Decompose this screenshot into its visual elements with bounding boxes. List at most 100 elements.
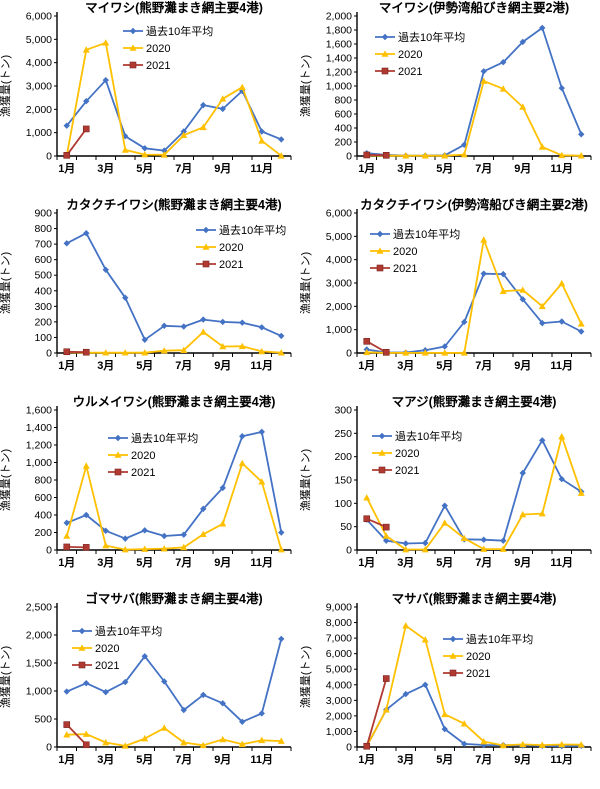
y-tick-label: 2,000 (326, 710, 352, 722)
data-point-marker (500, 537, 507, 544)
data-point-marker (499, 545, 507, 552)
data-point-marker (422, 539, 429, 547)
legend-marker (449, 652, 457, 659)
chart-svg: ウルメイワシ(熊野灘まき網主要4港) 漁獲量(トン) 0 200 400 600 800 1,… (0, 394, 292, 569)
data-point-marker (441, 349, 449, 356)
data-point-marker (82, 348, 90, 356)
data-point-marker (83, 679, 90, 687)
legend-label: 2020 (466, 651, 490, 663)
y-tick-label: 800 (34, 475, 52, 487)
series-line-2021 (365, 678, 388, 747)
legend-label: 過去10年平均 (146, 24, 213, 38)
data-point-marker (258, 710, 265, 717)
y-tick-label: 3,000 (326, 695, 352, 707)
data-point-marker (421, 152, 429, 159)
series-line-2020 (66, 331, 282, 354)
y-tick-label: 1,200 (26, 440, 52, 452)
y-tick-label: 1,500 (26, 658, 52, 670)
chart-svg: マイワシ(熊野灘まき網主要4港) 漁獲量(トン) 0 1,000 2,000 3,000 4… (0, 0, 292, 175)
data-point-marker (519, 296, 526, 303)
y-tick-label: 700 (34, 239, 52, 251)
series-line-過去10年平均 (66, 79, 282, 152)
series-line-2020 (366, 624, 582, 747)
x-tick-label: 3月 (397, 359, 414, 372)
data-point-marker (161, 147, 168, 154)
chart-maiwashi-kumano: マイワシ(熊野灘まき網主要4港) 漁獲量(トン) 0 1,000 2,000 3,000 4… (0, 0, 300, 197)
data-point-marker (102, 542, 110, 549)
data-point-marker (199, 530, 207, 538)
data-point-marker (363, 338, 371, 345)
y-axis-label: 漁獲量(トン) (0, 252, 12, 314)
chart-svg: マアジ(熊野灘まき網主要4港) 漁獲量(トン) 0 50 100 150 200 250 300… (300, 394, 592, 569)
series-line-過去10年平均 (66, 431, 283, 540)
chart-svg: ゴマサバ(熊野灘まき網主要4港) 漁獲量(トン) 0 500 1,000 1,500 2,0… (0, 591, 292, 766)
data-point-marker (102, 349, 110, 356)
data-point-marker (480, 545, 488, 552)
data-point-marker (558, 151, 566, 159)
series-line-過去10年平均 (366, 439, 582, 545)
y-tick-label: 0 (346, 151, 352, 163)
y-tick-label: 4,000 (326, 254, 352, 266)
data-point-marker (83, 230, 90, 237)
y-tick-label: 1,000 (326, 726, 352, 738)
data-point-marker (102, 76, 109, 84)
y-tick-label: 0 (46, 742, 52, 754)
data-point-marker (480, 737, 488, 745)
x-tick-label: 7月 (475, 162, 492, 175)
data-point-marker (577, 741, 585, 748)
x-tick-label: 9月 (514, 162, 531, 175)
data-point-marker (558, 279, 566, 287)
data-point-marker (519, 469, 526, 477)
data-point-marker (500, 270, 507, 278)
data-point-marker (141, 336, 148, 343)
x-tick-label: 11月 (550, 753, 573, 766)
data-point-marker (63, 731, 71, 738)
x-tick-label: 1月 (358, 753, 375, 766)
legend-marker (381, 67, 389, 75)
y-tick-label: 400 (34, 510, 52, 522)
series-line-2020 (366, 80, 582, 157)
legend-marker (202, 260, 210, 268)
x-tick-label: 1月 (358, 556, 375, 569)
chart-maaji-kumano: マアジ(熊野灘まき網主要4港) 漁獲量(トン) 0 50 100 150 200 250 300… (300, 394, 600, 591)
data-point-marker (441, 152, 449, 159)
x-tick-label: 1月 (358, 359, 375, 372)
data-point-marker (63, 543, 71, 551)
data-point-marker (441, 519, 449, 526)
y-tick-label: 200 (334, 451, 352, 463)
x-tick-label: 3月 (97, 556, 114, 569)
y-tick-label: 900 (34, 208, 52, 220)
y-axis-label: 漁獲量(トン) (0, 55, 12, 117)
data-point-marker (180, 543, 188, 551)
x-tick-label: 7月 (475, 359, 492, 372)
chart-svg: カタクチイワシ(熊野灘まき網主要4港) 漁獲量(トン) 0 100 200 300 400 5… (0, 197, 292, 372)
y-tick-label: 6,000 (326, 208, 352, 220)
series-line-過去10年平均 (366, 272, 582, 354)
data-point-marker (102, 39, 110, 46)
chart-katakuchi-isewan: カタクチイワシ(伊勢湾船びき網主要2港) 漁獲量(トン) 0 1,000 2,000 3,… (300, 197, 600, 394)
y-tick-label: 250 (334, 428, 352, 440)
data-point-marker (63, 348, 71, 356)
data-point-marker (558, 475, 565, 483)
data-point-marker (219, 95, 227, 102)
x-tick-label: 7月 (175, 753, 192, 766)
data-point-marker (499, 85, 507, 92)
data-point-marker (382, 152, 390, 159)
data-point-marker (102, 738, 110, 746)
series-line-2020 (65, 41, 282, 157)
data-point-marker (258, 347, 266, 355)
chart-title: カタクチイワシ(熊野灘まき網主要4港) (66, 197, 281, 212)
y-tick-label: 4,000 (326, 679, 352, 691)
y-tick-label: 200 (34, 316, 52, 328)
legend-label: 2020 (219, 242, 243, 254)
chart-svg: マサバ(熊野灘まき網主要4港) 漁獲量(トン) 0 1,000 2,000 3,000 4,… (300, 591, 592, 766)
legend-marker (376, 264, 384, 272)
x-tick-label: 1月 (358, 162, 375, 175)
series-line-2021 (66, 128, 88, 156)
data-point-marker (382, 523, 390, 531)
data-point-marker (238, 83, 246, 90)
x-tick-label: 5月 (136, 359, 153, 372)
x-tick-label: 9月 (514, 753, 531, 766)
data-point-marker (421, 636, 429, 643)
x-tick-label: 3月 (397, 753, 414, 766)
